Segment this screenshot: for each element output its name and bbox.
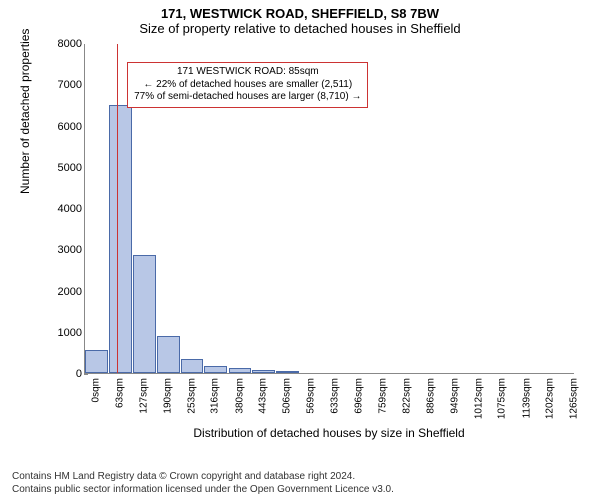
property-marker-line: [117, 44, 118, 373]
y-tick-label: 6000: [44, 121, 82, 133]
x-tick-label: 949sqm: [449, 378, 460, 414]
x-tick-label: 1139sqm: [521, 378, 532, 418]
x-tick-label: 696sqm: [354, 378, 365, 414]
page-title: 171, WESTWICK ROAD, SHEFFIELD, S8 7BW: [0, 0, 600, 21]
x-tick-label: 569sqm: [306, 378, 317, 414]
x-tick-label: 63sqm: [114, 378, 125, 408]
y-tick-label: 5000: [44, 162, 82, 174]
y-tick-label: 3000: [44, 244, 82, 256]
x-tick-label: 506sqm: [282, 378, 293, 414]
attribution-text: Contains HM Land Registry data © Crown c…: [0, 470, 600, 496]
annotation-line: ← 22% of detached houses are smaller (2,…: [134, 79, 361, 92]
x-tick-label: 380sqm: [234, 378, 245, 414]
x-tick-label: 253sqm: [186, 378, 197, 414]
y-tick-label: 1000: [44, 327, 82, 339]
histogram-bar: [252, 370, 275, 373]
histogram-bar: [204, 366, 227, 373]
x-tick-label: 1075sqm: [497, 378, 508, 419]
histogram-bar: [109, 105, 132, 373]
x-tick-label: 1265sqm: [569, 378, 580, 419]
y-tick-label: 7000: [44, 79, 82, 91]
histogram-bar: [157, 336, 180, 373]
y-axis-label: Number of detached properties: [18, 29, 32, 194]
y-tick-label: 2000: [44, 286, 82, 298]
annotation-line: 77% of semi-detached houses are larger (…: [134, 91, 361, 104]
histogram-chart: Number of detached properties 0100020003…: [40, 44, 580, 424]
x-tick-label: 0sqm: [90, 378, 101, 402]
y-tick-label: 4000: [44, 203, 82, 215]
x-tick-label: 633sqm: [330, 378, 341, 414]
credit-line-1: Contains HM Land Registry data © Crown c…: [12, 470, 588, 483]
credit-line-2: Contains public sector information licen…: [12, 483, 588, 496]
x-tick-label: 127sqm: [138, 378, 149, 414]
histogram-bar: [229, 368, 252, 373]
histogram-bar: [276, 371, 299, 373]
x-axis-label: Distribution of detached houses by size …: [84, 426, 574, 440]
plot-area: 171 WESTWICK ROAD: 85sqm← 22% of detache…: [84, 44, 574, 374]
x-tick-label: 443sqm: [258, 378, 269, 414]
x-tick-label: 886sqm: [425, 378, 436, 414]
x-tick-label: 822sqm: [401, 378, 412, 414]
x-tick-label: 1202sqm: [545, 378, 556, 419]
page-subtitle: Size of property relative to detached ho…: [0, 21, 600, 40]
y-tick-label: 0: [44, 368, 82, 380]
histogram-bar: [133, 255, 156, 373]
annotation-line: 171 WESTWICK ROAD: 85sqm: [134, 66, 361, 79]
x-tick-label: 759sqm: [377, 378, 388, 414]
histogram-bar: [85, 350, 108, 373]
histogram-bar: [181, 359, 204, 373]
y-tick-label: 8000: [44, 38, 82, 50]
x-tick-label: 316sqm: [210, 378, 221, 414]
y-tick-mark: [84, 374, 88, 375]
x-tick-label: 190sqm: [162, 378, 173, 414]
annotation-box: 171 WESTWICK ROAD: 85sqm← 22% of detache…: [127, 62, 368, 108]
x-tick-label: 1012sqm: [473, 378, 484, 419]
